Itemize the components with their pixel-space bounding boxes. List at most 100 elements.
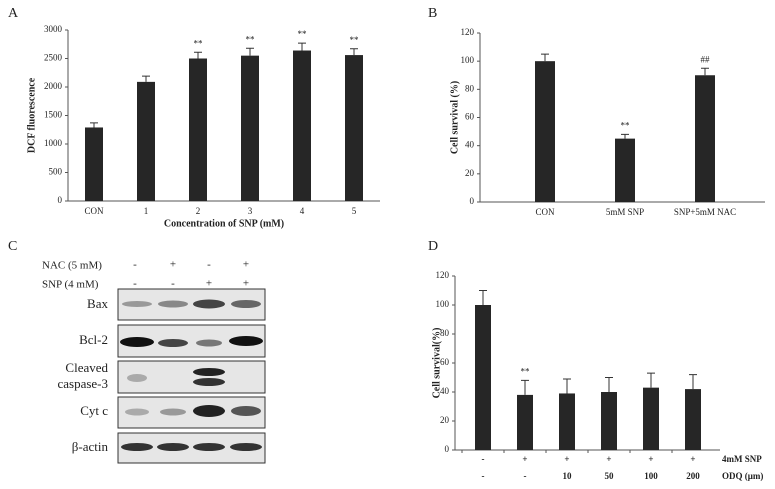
error-bar [605,377,613,392]
y-tick-label: 0 [58,195,63,205]
x-row-value: + [606,454,611,464]
band [120,337,154,347]
panel-label: C [8,239,17,254]
y-tick-label: 500 [49,167,63,177]
annotation: ** [194,38,204,48]
y-tick-label: 0 [470,196,475,206]
x-row-value: 50 [605,471,615,481]
y-tick-label: 0 [445,444,450,454]
panel-label: B [428,6,437,21]
band-label: Cleaved [65,360,108,375]
annotation: ** [298,29,308,39]
band-label: β-actin [72,439,109,454]
x-axis-label: Concentration of SNP (mM) [164,218,284,229]
y-tick-label: 80 [465,83,475,93]
y-tick-label: 20 [465,168,475,178]
x-row-value: - [524,471,527,481]
x-row-value: + [522,454,527,464]
band [160,408,186,416]
bar [345,55,363,201]
annotation: ** [350,35,360,45]
band-label: Cyt c [80,403,108,418]
blot-panel: C NAC (5 mM) SNP (4 mM) - + - + - - + + … [8,239,266,464]
band [125,408,149,416]
band [193,405,225,417]
band [193,368,225,376]
x-tick-label: 1 [144,206,149,216]
treatment-label: SNP (4 mM) [42,279,99,291]
x-row-value: + [648,454,653,464]
band [158,300,188,308]
error-bar [90,122,98,128]
annotation: ** [621,120,631,130]
band-label: Bcl-2 [79,332,108,347]
y-tick-label: 1500 [44,110,63,120]
band [193,443,225,451]
bar [137,81,155,201]
error-bar [350,48,358,56]
treatment-sign: + [243,259,249,271]
bar [517,394,533,450]
band [231,406,261,416]
band [127,374,147,382]
treatment-sign: + [170,259,176,271]
x-row-value: - [482,454,485,464]
error-bar [621,133,629,139]
error-bar [142,75,150,82]
y-tick-label: 3000 [44,24,63,34]
error-bar [479,290,487,305]
bar [189,58,207,201]
band [229,336,263,346]
annotation: ## [701,54,711,64]
band [122,301,152,307]
error-bar [647,372,655,388]
bar [601,392,617,450]
x-row-value: + [564,454,569,464]
treatment-sign: + [243,278,249,290]
band [157,443,189,451]
band [158,339,188,347]
y-tick-label: 60 [465,112,475,122]
panel-label: A [8,6,19,21]
x-tick-label: CON [535,207,555,217]
treatment-sign: - [171,278,175,290]
y-tick-label: 100 [436,299,450,309]
x-row-value: 10 [563,471,573,481]
y-axis-label: DCF fluorescence [26,77,37,153]
treatment-sign: - [133,278,137,290]
bar [643,387,659,450]
treatment-sign: - [133,259,137,271]
x-row-value: - [482,471,485,481]
band [193,378,225,386]
treatment-sign: + [206,278,212,290]
bar [241,55,259,202]
x-tick-label: 5 [352,206,357,216]
y-axis-label: Cell survival (%) [449,81,460,154]
error-bar [563,378,571,394]
bands [120,299,263,451]
x-tick-label: CON [84,206,104,216]
band [121,443,153,451]
y-tick-label: 60 [440,357,450,367]
bar [535,61,555,202]
band [230,443,262,451]
x-tick-label: 4 [300,206,305,216]
y-axis-label: Cell survival(%) [431,328,442,399]
error-bar [521,379,529,395]
y-tick-label: 2500 [44,53,63,63]
x-tick-label: 5mM SNP [606,207,644,217]
x-row-value: 100 [644,471,658,481]
annotation: ** [246,34,256,44]
treatment-sign: - [207,259,211,271]
bar [85,127,103,201]
bar [615,138,635,202]
x-tick-label: 3 [248,206,253,216]
treatment-label: NAC (5 mM) [42,260,102,272]
error-bar [541,53,549,62]
error-bar [689,374,697,390]
x-row-label: 4mM SNP [722,454,762,464]
y-tick-label: 20 [440,415,450,425]
y-tick-label: 1000 [44,138,63,148]
bar [685,389,701,450]
